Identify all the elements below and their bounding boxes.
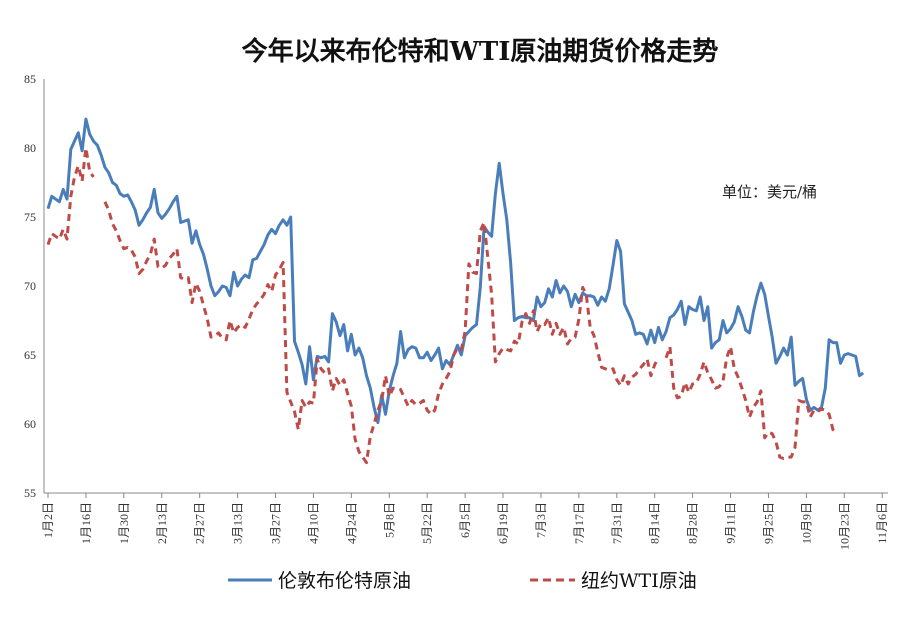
x-tick-label: 5月8日 [382, 502, 396, 538]
y-tick-label: 60 [24, 417, 36, 431]
x-tick-label: 8月14日 [648, 502, 662, 544]
series-line-0 [46, 117, 865, 425]
x-tick-label: 6月5日 [458, 502, 472, 538]
legend: 伦敦布伦特原油 纽约WTI原油 [228, 570, 697, 592]
plot-area [46, 117, 865, 465]
legend-label-series-1: 纽约WTI原油 [581, 570, 697, 592]
y-tick-label: 65 [24, 348, 36, 362]
x-tick-label: 4月10日 [306, 502, 320, 544]
y-tick-label: 55 [24, 486, 36, 500]
y-tick-labels: 55 60 65 70 75 80 85 [24, 72, 36, 500]
legend-label-series-0: 伦敦布伦特原油 [278, 570, 411, 592]
x-tick-marks [47, 493, 883, 498]
x-tick-label: 7月17日 [572, 502, 586, 544]
x-tick-label: 3月13日 [231, 502, 245, 544]
series-line-1 [46, 146, 838, 465]
y-axis: 55 60 65 70 75 80 85 [24, 72, 45, 500]
y-tick-label: 85 [24, 72, 36, 86]
x-tick-label: 10月9日 [799, 502, 813, 544]
x-tick-labels: 1月2日 1月16日 1月30日 2月13日 2月27日 3月13日 3月27日 4月10日 4… [41, 502, 889, 550]
x-tick-label: 7月31日 [610, 502, 624, 544]
chart-title: 今年以来布伦特和WTI原油期货价格走势 [242, 36, 719, 67]
x-tick-label: 2月13日 [155, 502, 169, 544]
x-tick-label: 9月25日 [761, 502, 775, 544]
x-axis: 1月2日 1月16日 1月30日 2月13日 2月27日 3月13日 3月27日 4月10日 4… [41, 492, 889, 550]
y-tick-label: 80 [24, 141, 36, 155]
x-tick-label: 8月28日 [686, 502, 700, 544]
x-tick-label: 10月23日 [837, 502, 851, 550]
x-tick-label: 6月19日 [496, 502, 510, 544]
unit-label: 单位：美元/桶 [722, 183, 817, 201]
x-tick-label: 4月24日 [344, 502, 358, 544]
x-tick-label: 5月22日 [420, 502, 434, 544]
x-tick-label: 1月2日 [41, 502, 55, 538]
x-tick-label: 3月27日 [269, 502, 283, 544]
y-tick-label: 75 [24, 210, 36, 224]
y-tick-label: 70 [24, 279, 36, 293]
x-tick-label: 1月30日 [117, 502, 131, 544]
x-tick-label: 7月3日 [534, 502, 548, 538]
x-tick-label: 9月11日 [724, 502, 738, 544]
x-tick-label: 2月27日 [193, 502, 207, 544]
x-tick-label: 11月6日 [875, 502, 889, 544]
x-tick-label: 1月16日 [79, 502, 93, 544]
